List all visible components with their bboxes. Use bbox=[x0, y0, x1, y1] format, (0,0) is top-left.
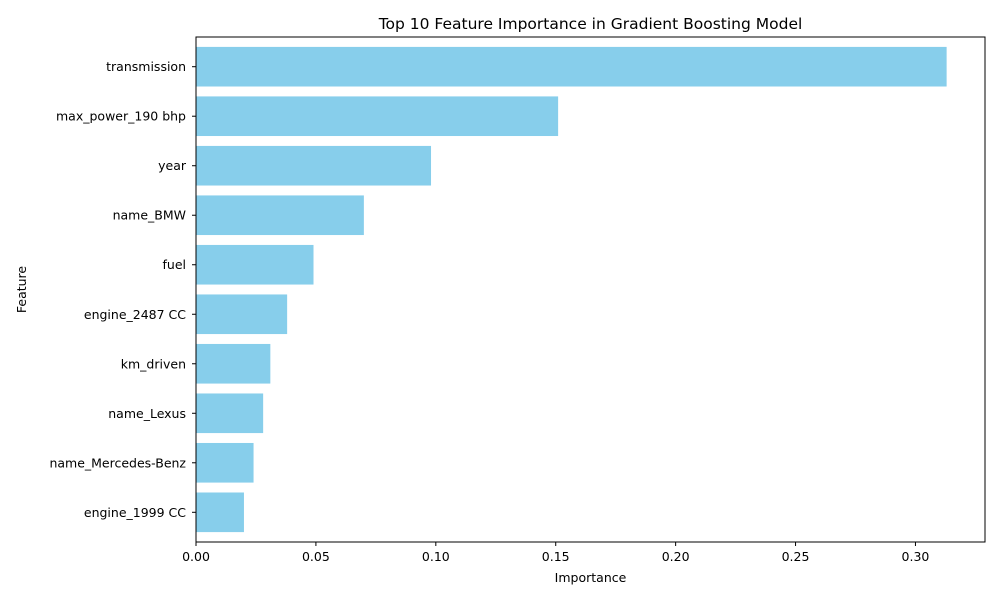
y-tick-label: transmission bbox=[106, 59, 186, 74]
y-tick-label: max_power_190 bhp bbox=[56, 109, 186, 124]
x-tick-label: 0.15 bbox=[542, 549, 570, 564]
y-axis-label: Feature bbox=[14, 266, 29, 314]
bar-name-mercedes-benz bbox=[196, 442, 254, 483]
bar-engine-2487-cc bbox=[196, 294, 288, 335]
bar-name-bmw bbox=[196, 195, 364, 236]
x-axis-ticks: 0.00 0.05 0.10 0.15 0.20 0.25 0.30 bbox=[182, 542, 929, 564]
y-tick-label: year bbox=[158, 158, 187, 173]
bar-engine-1999-cc bbox=[196, 492, 244, 533]
x-axis-label: Importance bbox=[555, 570, 627, 585]
y-tick-label: engine_1999 CC bbox=[84, 505, 186, 520]
x-tick-label: 0.30 bbox=[902, 549, 930, 564]
y-tick-label: fuel bbox=[163, 257, 187, 272]
bar-name-lexus bbox=[196, 393, 264, 434]
x-tick-label: 0.20 bbox=[662, 549, 690, 564]
bar-fuel bbox=[196, 244, 314, 285]
bar-km-driven bbox=[196, 343, 271, 384]
chart-title: Top 10 Feature Importance in Gradient Bo… bbox=[378, 15, 803, 33]
y-tick-label: name_Lexus bbox=[108, 406, 186, 421]
x-tick-label: 0.00 bbox=[182, 549, 210, 564]
bars-group bbox=[196, 46, 947, 533]
bar-max-power-190-bhp bbox=[196, 96, 559, 137]
bar-transmission bbox=[196, 46, 947, 87]
y-tick-label: km_driven bbox=[121, 356, 186, 371]
plot-frame bbox=[195, 36, 986, 543]
y-tick-label: engine_2487 CC bbox=[84, 307, 186, 322]
bar-year bbox=[196, 145, 432, 186]
x-tick-label: 0.10 bbox=[422, 549, 450, 564]
y-tick-label: name_BMW bbox=[113, 208, 186, 223]
x-tick-label: 0.25 bbox=[782, 549, 810, 564]
x-tick-label: 0.05 bbox=[302, 549, 330, 564]
y-axis-ticks: transmission max_power_190 bhp year name_BM… bbox=[49, 59, 196, 520]
y-tick-label: name_Mercedes-Benz bbox=[49, 455, 186, 470]
